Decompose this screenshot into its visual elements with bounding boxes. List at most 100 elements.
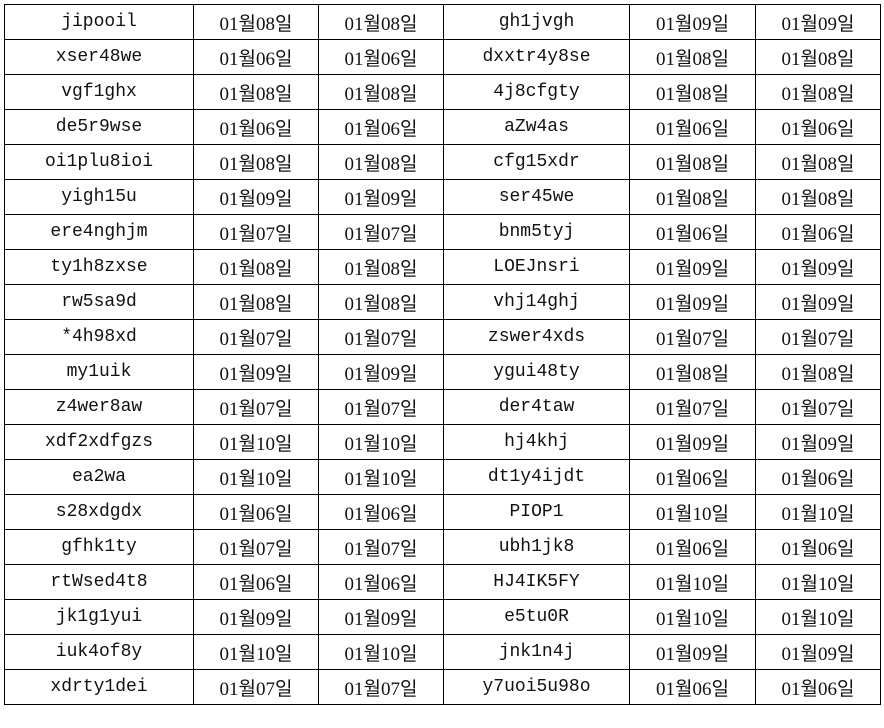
code-cell-right[interactable]: dxxtr4y8se: [443, 39, 630, 75]
date-cell[interactable]: 01월09일: [629, 249, 756, 285]
date-cell[interactable]: 01월06일: [755, 459, 881, 495]
date-cell[interactable]: 01월10일: [629, 564, 756, 600]
date-cell[interactable]: 01월10일: [193, 459, 319, 495]
code-cell-left[interactable]: ere4nghjm: [4, 214, 194, 250]
date-cell[interactable]: 01월09일: [755, 424, 881, 460]
code-cell-left[interactable]: z4wer8aw: [4, 389, 194, 425]
code-cell-left[interactable]: s28xdgdx: [4, 494, 194, 530]
date-cell[interactable]: 01월08일: [193, 4, 319, 40]
date-cell[interactable]: 01월10일: [755, 494, 881, 530]
date-cell[interactable]: 01월08일: [193, 144, 319, 180]
code-cell-right[interactable]: ubh1jk8: [443, 529, 630, 565]
date-cell[interactable]: 01월07일: [318, 529, 444, 565]
code-cell-left[interactable]: my1uik: [4, 354, 194, 390]
date-cell[interactable]: 01월10일: [755, 564, 881, 600]
code-cell-left[interactable]: jk1g1yui: [4, 599, 194, 635]
date-cell[interactable]: 01월08일: [318, 284, 444, 320]
code-cell-right[interactable]: HJ4IK5FY: [443, 564, 630, 600]
code-cell-right[interactable]: ser45we: [443, 179, 630, 215]
code-cell-right[interactable]: gh1jvgh: [443, 4, 630, 40]
date-cell[interactable]: 01월08일: [755, 179, 881, 215]
date-cell[interactable]: 01월09일: [755, 284, 881, 320]
date-cell[interactable]: 01월08일: [755, 74, 881, 110]
code-cell-right[interactable]: 4j8cfgty: [443, 74, 630, 110]
date-cell[interactable]: 01월06일: [629, 214, 756, 250]
date-cell[interactable]: 01월08일: [318, 4, 444, 40]
date-cell[interactable]: 01월07일: [193, 669, 319, 705]
date-cell[interactable]: 01월06일: [755, 529, 881, 565]
date-cell[interactable]: 01월06일: [193, 564, 319, 600]
date-cell[interactable]: 01월10일: [318, 424, 444, 460]
date-cell[interactable]: 01월09일: [318, 599, 444, 635]
code-cell-right[interactable]: LOEJnsri: [443, 249, 630, 285]
code-cell-right[interactable]: ygui48ty: [443, 354, 630, 390]
date-cell[interactable]: 01월09일: [755, 249, 881, 285]
date-cell[interactable]: 01월06일: [193, 494, 319, 530]
code-cell-left[interactable]: jipooil: [4, 4, 194, 40]
date-cell[interactable]: 01월08일: [755, 39, 881, 75]
date-cell[interactable]: 01월06일: [629, 669, 756, 705]
date-cell[interactable]: 01월06일: [318, 109, 444, 145]
date-cell[interactable]: 01월09일: [629, 284, 756, 320]
code-cell-left[interactable]: vgf1ghx: [4, 74, 194, 110]
date-cell[interactable]: 01월07일: [318, 214, 444, 250]
date-cell[interactable]: 01월08일: [318, 144, 444, 180]
date-cell[interactable]: 01월06일: [193, 39, 319, 75]
code-cell-left[interactable]: ea2wa: [4, 459, 194, 495]
date-cell[interactable]: 01월06일: [755, 109, 881, 145]
code-cell-left[interactable]: iuk4of8y: [4, 634, 194, 670]
code-cell-left[interactable]: *4h98xd: [4, 319, 194, 355]
date-cell[interactable]: 01월07일: [755, 319, 881, 355]
code-cell-left[interactable]: rw5sa9d: [4, 284, 194, 320]
code-cell-left[interactable]: xdf2xdfgzs: [4, 424, 194, 460]
date-cell[interactable]: 01월10일: [193, 424, 319, 460]
date-cell[interactable]: 01월08일: [629, 354, 756, 390]
date-cell[interactable]: 01월08일: [755, 144, 881, 180]
date-cell[interactable]: 01월06일: [629, 529, 756, 565]
date-cell[interactable]: 01월07일: [318, 319, 444, 355]
date-cell[interactable]: 01월07일: [629, 389, 756, 425]
code-cell-right[interactable]: cfg15xdr: [443, 144, 630, 180]
date-cell[interactable]: 01월09일: [193, 354, 319, 390]
date-cell[interactable]: 01월09일: [193, 179, 319, 215]
date-cell[interactable]: 01월09일: [318, 179, 444, 215]
date-cell[interactable]: 01월09일: [193, 599, 319, 635]
date-cell[interactable]: 01월10일: [193, 634, 319, 670]
code-cell-left[interactable]: rtWsed4t8: [4, 564, 194, 600]
code-cell-right[interactable]: vhj14ghj: [443, 284, 630, 320]
date-cell[interactable]: 01월06일: [629, 109, 756, 145]
date-cell[interactable]: 01월07일: [318, 389, 444, 425]
date-cell[interactable]: 01월09일: [755, 634, 881, 670]
date-cell[interactable]: 01월07일: [193, 389, 319, 425]
date-cell[interactable]: 01월06일: [318, 564, 444, 600]
date-cell[interactable]: 01월06일: [629, 459, 756, 495]
date-cell[interactable]: 01월08일: [318, 249, 444, 285]
date-cell[interactable]: 01월10일: [318, 634, 444, 670]
date-cell[interactable]: 01월06일: [318, 494, 444, 530]
date-cell[interactable]: 01월10일: [755, 599, 881, 635]
code-cell-left[interactable]: gfhk1ty: [4, 529, 194, 565]
date-cell[interactable]: 01월08일: [193, 284, 319, 320]
code-cell-left[interactable]: xser48we: [4, 39, 194, 75]
date-cell[interactable]: 01월07일: [193, 214, 319, 250]
code-cell-right[interactable]: y7uoi5u98o: [443, 669, 630, 705]
date-cell[interactable]: 01월08일: [629, 144, 756, 180]
date-cell[interactable]: 01월08일: [318, 74, 444, 110]
code-cell-right[interactable]: aZw4as: [443, 109, 630, 145]
date-cell[interactable]: 01월09일: [755, 4, 881, 40]
code-cell-right[interactable]: jnk1n4j: [443, 634, 630, 670]
code-cell-right[interactable]: dt1y4ijdt: [443, 459, 630, 495]
date-cell[interactable]: 01월09일: [629, 634, 756, 670]
code-cell-left[interactable]: oi1plu8ioi: [4, 144, 194, 180]
code-cell-left[interactable]: yigh15u: [4, 179, 194, 215]
date-cell[interactable]: 01월09일: [318, 354, 444, 390]
date-cell[interactable]: 01월06일: [755, 669, 881, 705]
code-cell-left[interactable]: de5r9wse: [4, 109, 194, 145]
date-cell[interactable]: 01월07일: [755, 389, 881, 425]
date-cell[interactable]: 01월06일: [755, 214, 881, 250]
code-cell-right[interactable]: bnm5tyj: [443, 214, 630, 250]
date-cell[interactable]: 01월07일: [318, 669, 444, 705]
date-cell[interactable]: 01월08일: [193, 249, 319, 285]
date-cell[interactable]: 01월07일: [193, 319, 319, 355]
date-cell[interactable]: 01월10일: [318, 459, 444, 495]
